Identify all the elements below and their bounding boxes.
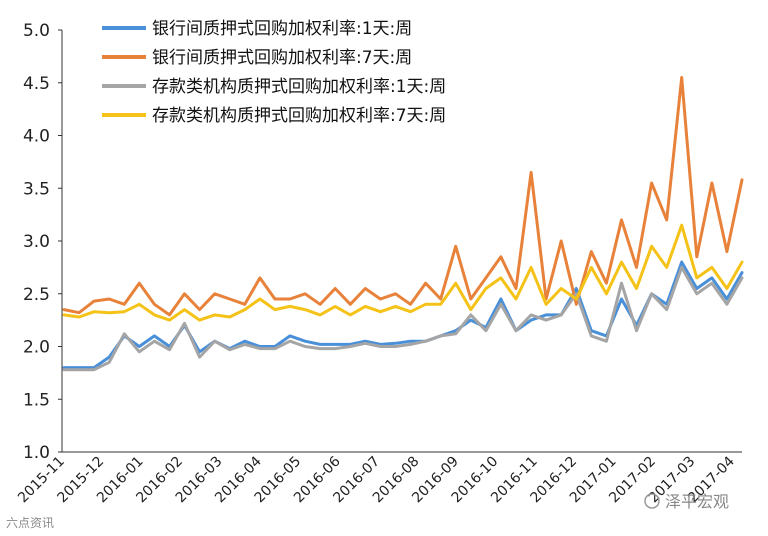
- series-line-2: [62, 76, 744, 317]
- watermark-right: 泽平宏观: [665, 492, 729, 511]
- y-tick-label: 5.0: [23, 21, 50, 41]
- y-tick-label: 2.0: [23, 338, 50, 358]
- y-tick-label: 1.0: [23, 443, 50, 463]
- y-tick-label: 4.0: [23, 127, 50, 147]
- y-tick-labels: 5.0 4.5 4.0 3.5 3.0 2.5 2.0 1.5 1.0: [23, 21, 62, 463]
- legend: 银行间质押式回购加权利率:1天:周银行间质押式回购加权利率:7天:周存款类机构质…: [102, 19, 446, 126]
- watermark-left: 六点资讯: [6, 516, 54, 530]
- watermark-logo-icon: [644, 493, 660, 509]
- series-line-4: [62, 223, 744, 322]
- series-lines: [62, 76, 744, 372]
- y-tick-label: 1.5: [23, 390, 50, 410]
- y-tick-label: 2.5: [23, 285, 50, 305]
- y-tick-label: 3.0: [23, 232, 50, 252]
- legend-label-2: 银行间质押式回购加权利率:7天:周: [152, 48, 412, 68]
- legend-label-1: 银行间质押式回购加权利率:1天:周: [152, 19, 412, 39]
- y-tick-label: 4.5: [23, 74, 50, 94]
- legend-label-3: 存款类机构质押式回购加权利率:1天:周: [152, 77, 446, 97]
- legend-label-4: 存款类机构质押式回购加权利率:7天:周: [152, 106, 446, 126]
- y-tick-label: 3.5: [23, 179, 50, 199]
- x-tick-labels: 2015-112015-122016-012016-022016-032016-…: [15, 453, 738, 506]
- series-line-3: [62, 265, 744, 372]
- watermark: 六点资讯 泽平宏观: [6, 492, 729, 530]
